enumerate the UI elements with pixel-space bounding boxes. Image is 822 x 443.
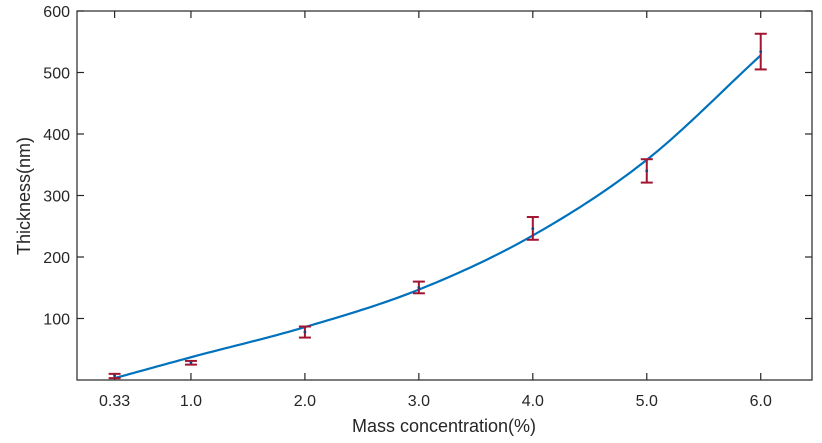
x-tick-label: 0.33 bbox=[99, 393, 130, 410]
error-bar-layer bbox=[108, 32, 767, 380]
y-axis-label: Thickness(nm) bbox=[14, 137, 34, 255]
x-tick-label: 5.0 bbox=[636, 393, 658, 410]
plot-area bbox=[76, 10, 813, 381]
x-tick-label: 3.0 bbox=[408, 393, 430, 410]
y-tick-label: 400 bbox=[43, 127, 70, 144]
data-point bbox=[189, 361, 193, 365]
y-tick-label: 500 bbox=[43, 66, 70, 83]
x-axis-label: Mass concentration(%) bbox=[352, 416, 536, 436]
x-tick-label: 4.0 bbox=[522, 393, 544, 410]
x-tick-label: 1.0 bbox=[180, 393, 202, 410]
y-tick-label: 600 bbox=[43, 4, 70, 21]
data-point bbox=[531, 227, 535, 231]
data-point bbox=[417, 286, 421, 290]
y-axis: 100 200 300 400 500 600 bbox=[43, 4, 812, 329]
y-tick-label: 300 bbox=[43, 189, 70, 206]
data-point bbox=[645, 169, 649, 173]
x-tick-label: 2.0 bbox=[294, 393, 316, 410]
data-point bbox=[113, 374, 117, 378]
data-point bbox=[759, 50, 763, 53]
data-point bbox=[303, 330, 307, 334]
y-tick-label: 100 bbox=[43, 312, 70, 329]
x-tick-label: 6.0 bbox=[750, 393, 772, 410]
y-tick-label: 200 bbox=[43, 250, 70, 267]
